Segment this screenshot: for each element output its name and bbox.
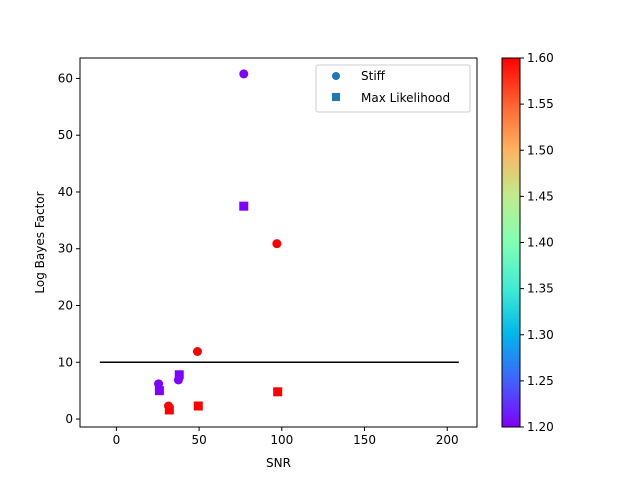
plot-frame: [79, 57, 478, 428]
point-max-likelihood-2: [174, 370, 184, 380]
y-tick-label: 30: [58, 242, 73, 256]
x-axis-label: SNR: [266, 456, 291, 470]
legend-label-stiff: Stiff: [361, 69, 386, 83]
colorbar-tick-label: 1.30: [527, 328, 554, 342]
point-max-likelihood-3: [193, 401, 203, 411]
y-tick-label: 20: [58, 299, 73, 313]
point-max-likelihood-1: [164, 405, 174, 415]
legend-box: [315, 64, 471, 113]
y-tick-label: 40: [58, 185, 73, 199]
y-tick-label: 0: [65, 412, 73, 426]
colorbar-tick-label: 1.45: [527, 189, 554, 203]
legend-marker-stiff: [332, 72, 340, 80]
x-axis-ticks: 0 50 100 150 200: [113, 427, 459, 447]
colorbar-tick-label: 1.20: [527, 420, 554, 434]
y-tick-label: 60: [58, 71, 73, 85]
colorbar-tick-label: 1.25: [527, 374, 554, 388]
point-stiff-0: [154, 379, 164, 389]
point-stiff-3: [192, 346, 202, 356]
y-tick-label: 10: [58, 355, 73, 369]
colorbar: 1.20 1.25 1.30 1.35 1.40 1.45 1.50 1.55 1.60: [501, 51, 554, 434]
colorbar-tick-label: 1.40: [527, 236, 554, 250]
x-tick-label: 50: [191, 433, 206, 447]
x-tick-label: 100: [270, 433, 293, 447]
point-stiff-4: [239, 69, 249, 79]
y-axis-label: Log Bayes Factor: [33, 191, 47, 293]
y-axis-ticks: 0 10 20 30 40 50 60: [58, 71, 80, 426]
point-stiff-5: [272, 239, 282, 249]
plot-marks: [99, 69, 459, 415]
legend: Stiff Max Likelihood: [315, 64, 471, 113]
x-tick-label: 150: [353, 433, 376, 447]
colorbar-tick-label: 1.60: [527, 51, 554, 65]
point-max-likelihood-0: [154, 386, 164, 396]
colorbar-gradient: [501, 57, 521, 428]
x-tick-label: 0: [113, 433, 121, 447]
colorbar-tick-label: 1.35: [527, 282, 554, 296]
point-max-likelihood-4: [239, 201, 249, 211]
x-tick-label: 200: [436, 433, 459, 447]
colorbar-ticks: 1.20 1.25 1.30 1.35 1.40 1.45 1.50 1.55 1.60: [520, 51, 554, 434]
colorbar-tick-label: 1.50: [527, 143, 554, 157]
point-max-likelihood-5: [273, 387, 283, 397]
colorbar-tick-label: 1.55: [527, 97, 554, 111]
legend-marker-max-likelihood: [332, 93, 340, 101]
y-tick-label: 50: [58, 128, 73, 142]
legend-label-max-likelihood: Max Likelihood: [361, 91, 450, 105]
